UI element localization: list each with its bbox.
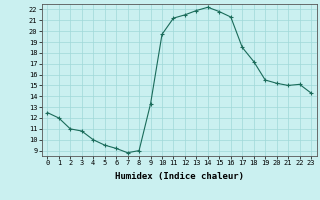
X-axis label: Humidex (Indice chaleur): Humidex (Indice chaleur) — [115, 172, 244, 181]
